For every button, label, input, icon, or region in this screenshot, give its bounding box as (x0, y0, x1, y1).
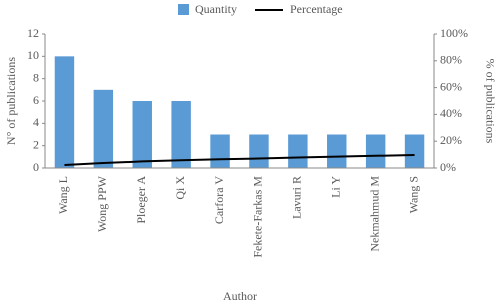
y-tick-label: 6 (33, 93, 39, 107)
y2-axis-title: % of publications (483, 59, 497, 144)
x-tick-label: Carfora V (212, 176, 226, 224)
legend-label: Percentage (290, 2, 343, 16)
y-axis-title: N° of publications (4, 57, 18, 145)
x-tick-label: Ploeger A (134, 176, 148, 224)
bar (132, 101, 152, 168)
y-tick-label: 10 (27, 48, 39, 62)
line (64, 154, 415, 167)
y-tick-label: 4 (33, 115, 39, 129)
x-tick-label: Wang S (406, 176, 420, 213)
legend-label: Quantity (195, 2, 237, 16)
x-tick-label: Li Y (329, 176, 343, 198)
x-tick-label: Fekete-Farkas M (251, 176, 265, 258)
legend-swatch (178, 4, 189, 15)
bar (171, 101, 191, 168)
x-tick-label: Lavuri R (290, 176, 304, 219)
y-tick-label: 0 (33, 160, 39, 174)
bar (327, 134, 347, 168)
y2-tick-label: 100% (440, 26, 468, 40)
x-tick-label: Qi X (173, 176, 187, 200)
x-tick-label: Nekmahmud M (367, 176, 381, 252)
x-tick-label: Wang L (56, 176, 70, 214)
bar (365, 134, 386, 168)
y2-tick-label: 60% (440, 79, 462, 93)
x-axis-title: Author (223, 289, 257, 303)
bar (93, 89, 114, 168)
y2-tick-label: 80% (440, 53, 462, 67)
y2-tick-label: 40% (440, 106, 462, 120)
y2-tick-label: 0% (440, 160, 456, 174)
bar (288, 134, 308, 168)
bar (249, 134, 269, 168)
y-tick-label: 2 (33, 137, 39, 151)
x-tick-label: Wong PPW (95, 175, 109, 232)
y2-tick-label: 20% (440, 133, 462, 147)
bar (404, 134, 425, 168)
bar (54, 56, 75, 169)
y-tick-label: 8 (33, 70, 39, 84)
y-tick-label: 12 (27, 26, 39, 40)
bar (210, 134, 230, 168)
